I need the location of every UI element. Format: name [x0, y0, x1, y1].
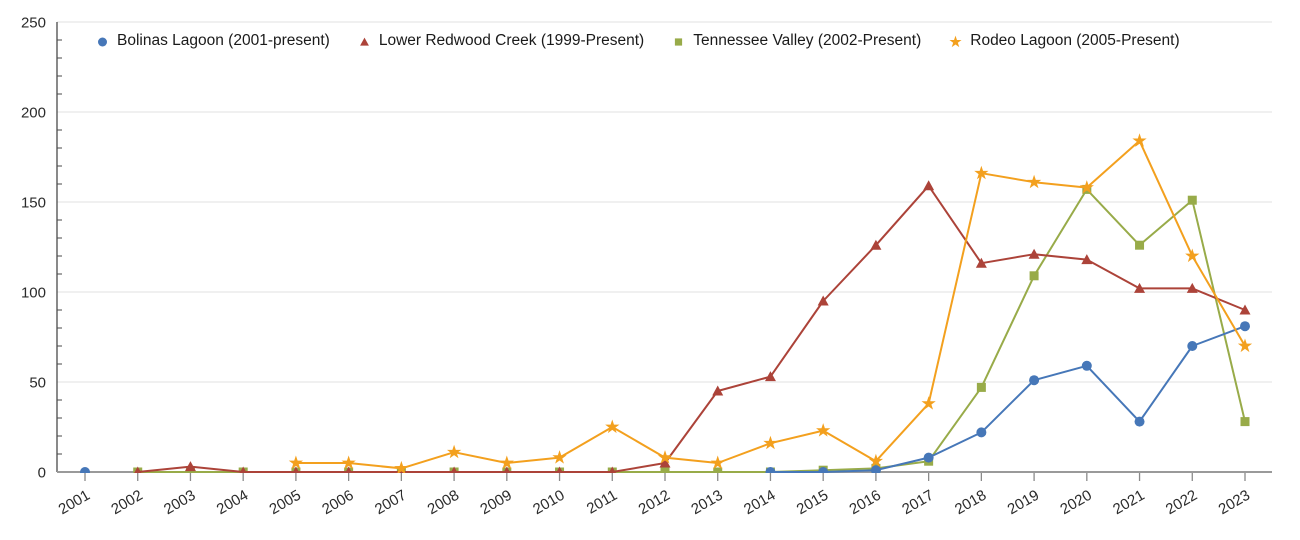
x-tick-label: 2018	[952, 487, 989, 518]
triangle-marker-icon	[357, 34, 372, 49]
legend-item-lower-redwood-creek: Lower Redwood Creek (1999-Present)	[357, 32, 644, 50]
x-tick-label: 2007	[372, 487, 409, 518]
x-tick-label: 2017	[899, 487, 936, 518]
x-tick-label: 2002	[108, 487, 145, 518]
x-tick-label: 2023	[1216, 487, 1253, 518]
series-triangle	[134, 180, 1251, 473]
series-star	[288, 133, 1253, 473]
x-tick-label: 2008	[425, 487, 462, 518]
y-tick-label: 0	[38, 465, 46, 482]
legend: Bolinas Lagoon (2001-present) Lower Redw…	[95, 32, 1180, 50]
x-tick-label: 2012	[636, 487, 673, 518]
y-tick-label: 200	[21, 105, 46, 122]
x-axis: 2001 2002 2003 2004 2005 2006 2007 2008 2009 2010…	[56, 471, 1272, 518]
star-marker-icon	[948, 34, 963, 49]
series-circle	[80, 321, 1250, 473]
circle-marker-icon	[95, 34, 110, 49]
y-tick-label: 100	[21, 285, 46, 302]
x-tick-label: 2006	[319, 487, 356, 518]
x-tick-label: 2013	[688, 487, 725, 518]
x-tick-label: 2014	[741, 487, 778, 518]
x-tick-label: 2001	[56, 487, 93, 518]
legend-item-tennessee-valley: Tennessee Valley (2002-Present)	[671, 32, 921, 50]
legend-item-bolinas-lagoon: Bolinas Lagoon (2001-present)	[95, 32, 330, 50]
y-tick-label: 250	[21, 15, 46, 32]
legend-label: Tennessee Valley (2002-Present)	[693, 32, 922, 49]
x-tick-label: 2003	[161, 487, 198, 518]
x-tick-label: 2019	[1005, 487, 1042, 518]
x-tick-label: 2021	[1110, 487, 1147, 518]
x-tick-label: 2010	[530, 487, 567, 518]
x-tick-label: 2016	[847, 487, 884, 518]
x-tick-label: 2004	[214, 487, 251, 518]
y-axis: 0 50 100 150 200 250	[21, 15, 62, 482]
legend-label: Bolinas Lagoon (2001-present)	[117, 32, 330, 49]
x-tick-label: 2005	[267, 487, 304, 518]
legend-label: Rodeo Lagoon (2005-Present)	[970, 32, 1180, 49]
legend-item-rodeo-lagoon: Rodeo Lagoon (2005-Present)	[948, 32, 1180, 50]
x-tick-label: 2015	[794, 487, 831, 518]
x-tick-label: 2022	[1163, 487, 1200, 518]
x-tick-label: 2020	[1057, 487, 1094, 518]
x-tick-label: 2009	[477, 487, 514, 518]
series-square	[133, 184, 1250, 473]
y-tick-label: 150	[21, 195, 46, 212]
y-tick-label: 50	[29, 375, 46, 392]
x-tick-label: 2011	[584, 487, 620, 518]
legend-label: Lower Redwood Creek (1999-Present)	[378, 32, 645, 49]
square-marker-icon	[671, 34, 686, 49]
gridlines	[57, 21, 1272, 383]
